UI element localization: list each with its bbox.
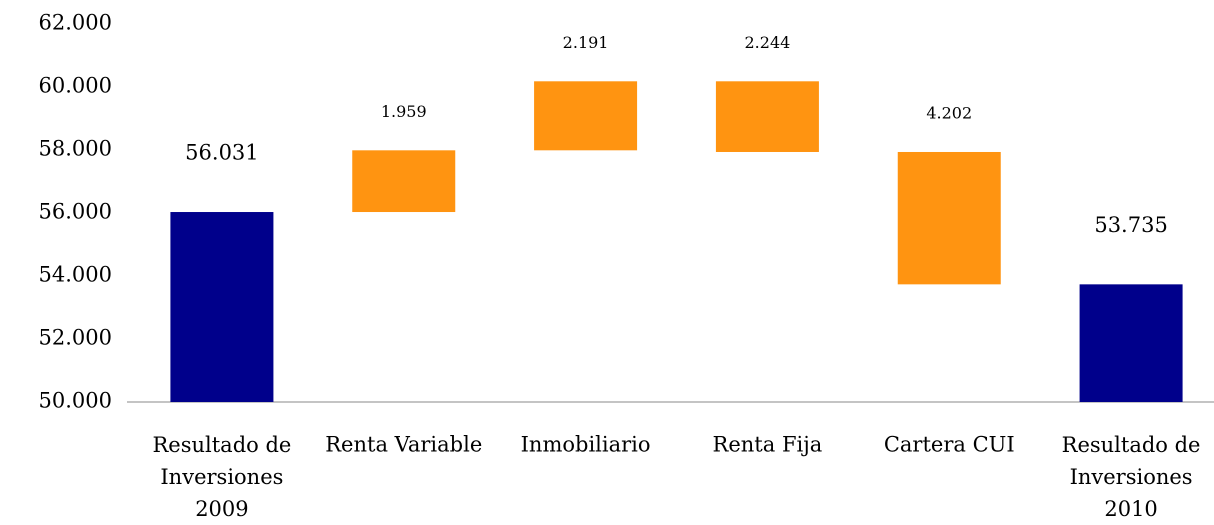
data-label: 1.959 [381, 102, 427, 121]
bar [534, 81, 638, 151]
y-tick-label: 56.000 [39, 200, 112, 224]
y-tick-label: 54.000 [39, 263, 112, 287]
x-tick-label: Resultado de Inversiones 2010 [1062, 433, 1201, 521]
y-tick-label: 58.000 [39, 137, 112, 161]
y-tick-label: 62.000 [39, 11, 112, 35]
bar [352, 150, 456, 213]
y-tick-label: 50.000 [39, 389, 112, 413]
x-tick-label: Resultado de Inversiones 2009 [152, 433, 291, 521]
bar [170, 212, 274, 402]
data-label: 4.202 [926, 103, 972, 122]
x-tick-label: Renta Fija [713, 433, 823, 457]
data-label: 2.244 [745, 33, 791, 52]
x-tick-label: Inmobiliario [521, 433, 651, 457]
bar [897, 151, 1001, 285]
data-label: 53.735 [1094, 213, 1167, 237]
data-label: 56.031 [185, 141, 258, 165]
y-tick-label: 60.000 [39, 74, 112, 98]
data-label: 2.191 [563, 33, 609, 52]
bar [1079, 284, 1183, 402]
x-tick-label: Cartera CUI [884, 433, 1015, 457]
y-tick-label: 52.000 [39, 326, 112, 350]
x-tick-label: Renta Variable [325, 433, 482, 457]
bar [715, 81, 819, 152]
